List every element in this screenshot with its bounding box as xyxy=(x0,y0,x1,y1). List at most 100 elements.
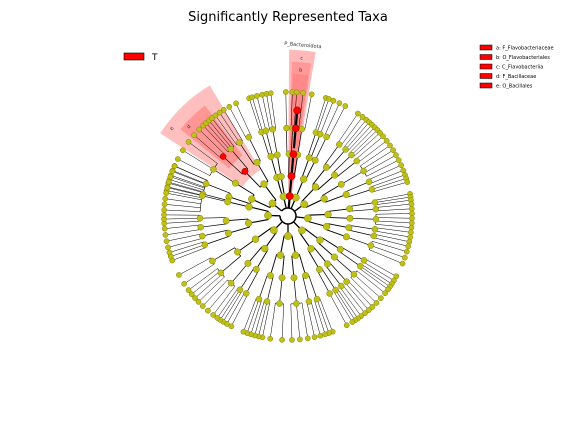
tree-node xyxy=(212,112,219,119)
tree-branch xyxy=(239,142,255,165)
tree-branch xyxy=(375,199,412,205)
tree-branch xyxy=(332,154,352,174)
tree-node xyxy=(264,211,272,220)
tree-branch xyxy=(313,246,328,265)
tree-branch xyxy=(164,224,201,229)
clade-legend-swatch-c xyxy=(479,63,493,70)
tree-node xyxy=(332,286,339,294)
tree-branch xyxy=(167,186,203,196)
tree-branch xyxy=(182,150,214,170)
tree-branch xyxy=(370,245,405,258)
tree-branch xyxy=(290,92,293,129)
tree-branch xyxy=(226,292,245,324)
tree-node xyxy=(360,167,367,175)
tree-branch xyxy=(321,237,341,250)
tree-branch xyxy=(252,97,263,132)
tree-branch xyxy=(342,284,366,314)
tree-branch xyxy=(170,175,205,188)
tree-node xyxy=(293,300,300,307)
tree-node xyxy=(210,166,217,173)
tree-node xyxy=(199,303,206,309)
tree-node xyxy=(276,300,283,307)
tree-node xyxy=(305,154,313,162)
tree-branch xyxy=(310,300,321,336)
tree-branch xyxy=(375,227,411,233)
tree-branch xyxy=(223,109,243,141)
tree-branch xyxy=(207,283,232,311)
tree-branch xyxy=(344,181,370,193)
class-legend-label: T xyxy=(151,53,158,63)
tree-branch xyxy=(184,263,215,284)
tree-node xyxy=(192,295,198,301)
tree-node xyxy=(161,207,167,213)
tree-node xyxy=(205,307,211,314)
tree-branch xyxy=(347,280,373,308)
tree-node xyxy=(367,242,375,249)
tree-node xyxy=(164,184,171,191)
tree-branch xyxy=(164,209,201,212)
tree-branch xyxy=(217,288,239,319)
tree-node-highlighted xyxy=(287,172,296,181)
tree-branch xyxy=(369,170,404,184)
tree-node xyxy=(289,337,295,343)
tree-node xyxy=(385,286,391,293)
tree-branch xyxy=(297,129,303,155)
tree-branch xyxy=(346,189,372,198)
clade-legend-swatch-b xyxy=(479,54,493,60)
tree-node xyxy=(245,203,253,211)
tree-branch xyxy=(334,256,355,275)
tree-branch xyxy=(349,225,376,230)
tree-node-highlighted xyxy=(293,106,302,115)
tree-branch xyxy=(374,234,410,242)
tree-branch xyxy=(362,149,394,170)
tree-branch xyxy=(364,258,397,277)
clade-legend-entry-b: b: O_Flavobacteriales xyxy=(496,55,550,61)
tree-branch xyxy=(324,103,340,137)
tree-branch xyxy=(327,223,349,229)
tree-branch xyxy=(364,154,397,173)
tree-node xyxy=(282,89,289,95)
tree-branch xyxy=(316,98,330,134)
tree-node xyxy=(393,273,400,280)
tree-branch xyxy=(220,289,241,320)
tree-node xyxy=(372,216,380,223)
tree-branch xyxy=(349,208,376,212)
tree-branch xyxy=(222,156,243,175)
tree-node xyxy=(197,223,204,231)
tree-branch xyxy=(248,98,261,133)
tree-node xyxy=(233,100,239,107)
tree-branch xyxy=(357,140,387,163)
tree-branch xyxy=(293,277,297,304)
tree-branch xyxy=(375,220,412,224)
tree-branch xyxy=(355,136,384,160)
clade-label-b: b xyxy=(299,67,303,73)
tree-branch xyxy=(205,122,231,151)
tree-branch xyxy=(328,149,346,170)
tree-node xyxy=(267,335,274,342)
tree-node xyxy=(266,271,274,279)
tree-node xyxy=(162,195,169,202)
tree-branch xyxy=(279,277,283,304)
tree-node xyxy=(311,156,319,164)
tree-node xyxy=(345,224,353,232)
tree-branch xyxy=(203,125,229,152)
tree-branch xyxy=(302,276,310,302)
tree-branch xyxy=(191,271,220,295)
tree-node xyxy=(298,226,306,235)
tree-node xyxy=(293,89,300,96)
tree-branch xyxy=(228,196,251,205)
tree-node xyxy=(346,214,354,222)
tree-node xyxy=(199,192,206,200)
tree-node xyxy=(404,179,411,185)
tree-branch xyxy=(222,290,243,322)
tree-node xyxy=(398,162,404,169)
tree-branch xyxy=(202,229,228,237)
tree-node xyxy=(336,100,343,107)
tree-node xyxy=(300,90,306,96)
tree-node xyxy=(261,244,269,253)
tree-branch xyxy=(333,291,353,323)
tree-node xyxy=(362,310,368,317)
tree-branch xyxy=(323,144,340,166)
tree-branch xyxy=(270,93,277,129)
tree-branch xyxy=(307,132,317,158)
